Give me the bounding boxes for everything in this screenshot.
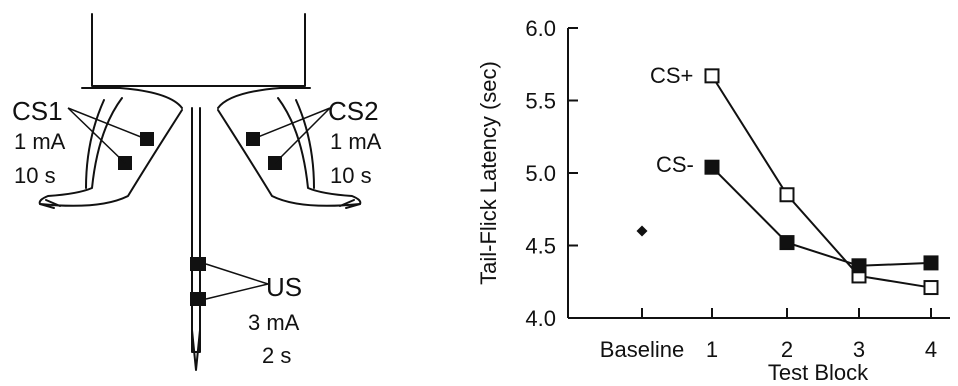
right-toes — [339, 199, 361, 209]
left-hind-leg — [38, 97, 183, 207]
latency-chart: 4.0 4.5 5.0 5.5 6.0 Baseline 1 2 3 4 Tail-Flick … — [476, 16, 950, 385]
us-electrode-lower — [190, 292, 206, 306]
cs-minus-point — [704, 159, 720, 175]
series-label-cs-minus: CS- — [656, 152, 694, 177]
x-tick-label: Baseline — [600, 337, 684, 362]
cs-minus-point — [779, 235, 795, 251]
us-duration-label: 2 s — [262, 343, 291, 368]
tail — [191, 107, 201, 353]
rat-diagram — [38, 13, 362, 371]
cs-plus-point — [779, 187, 795, 203]
series-line-0 — [711, 75, 932, 289]
x-tick-label: 2 — [781, 337, 793, 362]
x-tick-label: 4 — [925, 337, 937, 362]
y-tick-label: 5.0 — [525, 161, 556, 186]
cs2-leader-line — [252, 107, 331, 164]
baseline-point — [636, 225, 648, 237]
x-axis-label: Test Block — [768, 360, 869, 385]
x-tick-label: 3 — [853, 337, 865, 362]
cs1-leader-line — [67, 107, 147, 164]
cs-plus-point — [704, 68, 720, 84]
cs1-duration-label: 10 s — [14, 163, 56, 188]
x-tick-label: 1 — [706, 337, 718, 362]
cs1-electrode-upper — [140, 132, 154, 146]
y-axis-label: Tail-Flick Latency (sec) — [476, 61, 501, 285]
y-tick-label: 6.0 — [525, 16, 556, 41]
cs-minus-point — [923, 255, 939, 271]
left-toes — [39, 199, 61, 209]
right-hind-leg — [217, 97, 362, 207]
leader-lines — [67, 107, 331, 300]
series-lines — [711, 75, 932, 289]
data-markers — [636, 68, 939, 296]
y-tick-label: 4.0 — [525, 306, 556, 331]
cs-plus-point — [923, 280, 939, 296]
x-ticks: Baseline 1 2 3 4 — [600, 308, 937, 362]
restrainer-box — [91, 13, 306, 87]
right-hind-leg-inner — [295, 99, 315, 189]
cs1-label: CS1 — [12, 96, 63, 126]
chart-axes — [567, 28, 950, 319]
cs-minus-point — [851, 258, 867, 274]
cs1-current-label: 1 mA — [14, 129, 66, 154]
us-leader-line — [205, 263, 269, 300]
cs2-label: CS2 — [328, 96, 379, 126]
tail-tip — [191, 329, 201, 371]
rat-body-outline — [81, 87, 311, 109]
cs2-duration-label: 10 s — [330, 163, 372, 188]
us-electrode-upper — [190, 257, 206, 271]
series-line-1 — [711, 166, 932, 267]
us-current-label: 3 mA — [248, 310, 300, 335]
y-tick-label: 5.5 — [525, 89, 556, 114]
left-hind-leg-inner — [85, 99, 105, 189]
y-ticks: 4.0 4.5 5.0 5.5 6.0 — [525, 16, 578, 331]
cs2-current-label: 1 mA — [330, 129, 382, 154]
series-label-cs-plus: CS+ — [650, 63, 693, 88]
y-tick-label: 4.5 — [525, 234, 556, 259]
us-label: US — [266, 272, 302, 302]
